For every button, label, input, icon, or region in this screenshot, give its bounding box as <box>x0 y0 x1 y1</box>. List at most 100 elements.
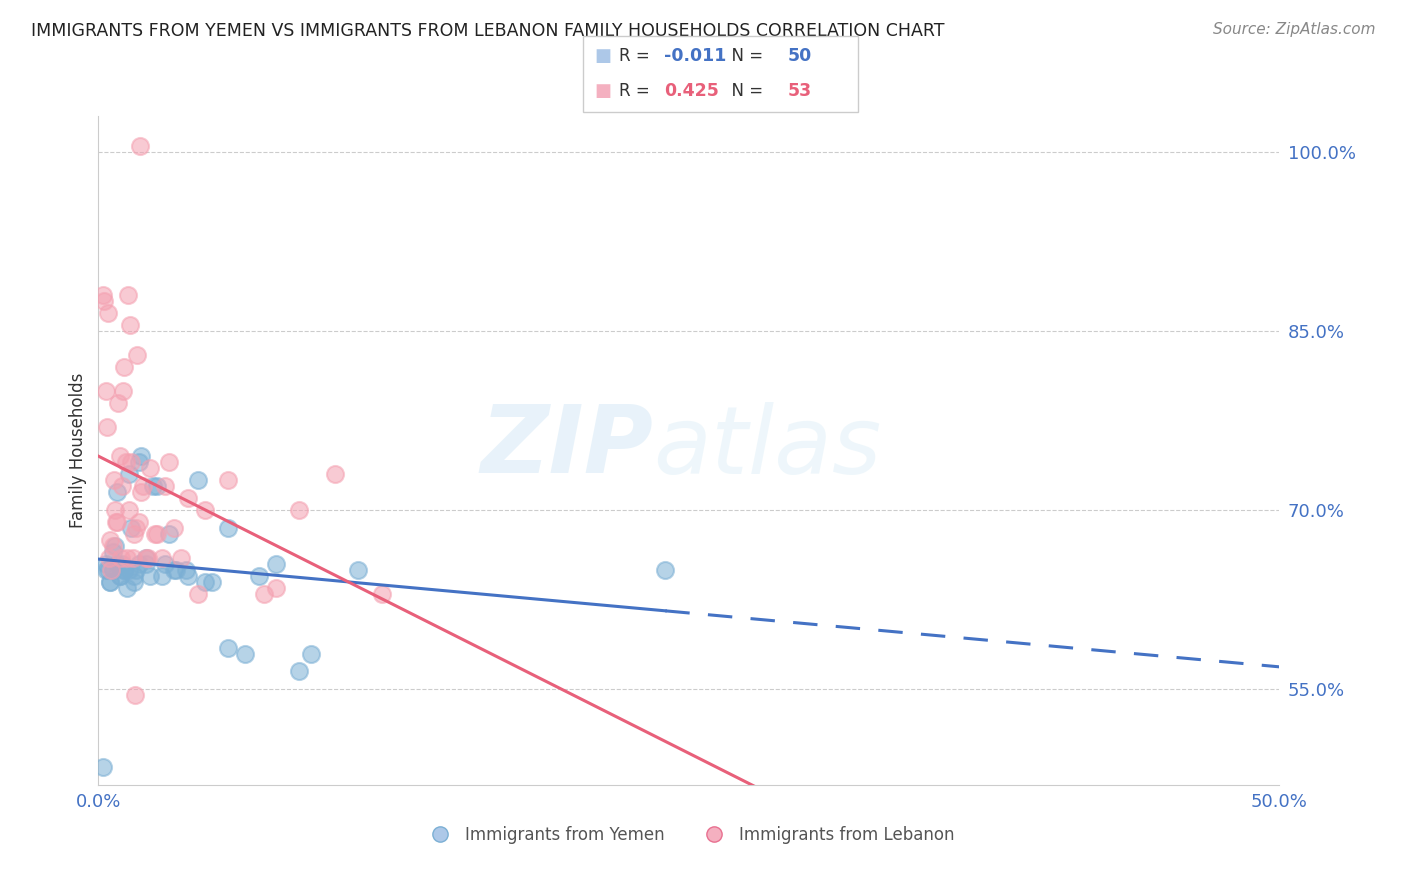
Point <box>143 527 166 541</box>
Point <box>157 455 180 469</box>
Point <box>217 473 239 487</box>
Point <box>108 569 131 583</box>
Point <box>128 455 150 469</box>
Legend: Immigrants from Yemen, Immigrants from Lebanon: Immigrants from Yemen, Immigrants from L… <box>416 819 962 850</box>
Text: IMMIGRANTS FROM YEMEN VS IMMIGRANTS FROM LEBANON FAMILY HOUSEHOLDS CORRELATION C: IMMIGRANTS FROM YEMEN VS IMMIGRANTS FROM… <box>31 22 945 40</box>
Point <box>122 574 145 589</box>
Point <box>170 551 193 566</box>
Point <box>264 557 287 571</box>
Point <box>194 503 217 517</box>
Point <box>105 557 128 571</box>
Point <box>139 461 162 475</box>
Point <box>163 521 186 535</box>
Text: -0.011: -0.011 <box>664 47 725 65</box>
Point <box>128 138 150 153</box>
Point <box>104 539 127 553</box>
Point <box>157 527 180 541</box>
Point <box>177 491 200 506</box>
Point <box>98 533 121 547</box>
Text: R =: R = <box>619 47 655 65</box>
Point <box>93 294 115 309</box>
Point <box>118 467 141 482</box>
Point <box>112 384 135 398</box>
Point <box>107 395 129 409</box>
Point <box>299 647 322 661</box>
Point <box>264 581 287 595</box>
Text: 53: 53 <box>787 82 811 100</box>
Point <box>132 479 155 493</box>
Point <box>94 563 117 577</box>
Point <box>217 521 239 535</box>
Point <box>115 581 138 595</box>
Point <box>97 563 120 577</box>
Point <box>288 503 311 517</box>
Point <box>101 563 124 577</box>
Point <box>165 563 187 577</box>
Point <box>174 563 197 577</box>
Point <box>142 479 165 493</box>
Point <box>122 569 145 583</box>
Point <box>105 515 128 529</box>
Point <box>110 551 132 566</box>
Point <box>105 515 128 529</box>
Point <box>114 455 136 469</box>
Point <box>121 521 143 535</box>
Text: N =: N = <box>721 47 769 65</box>
Point <box>136 551 159 566</box>
Point <box>187 473 209 487</box>
Point <box>128 515 150 529</box>
Point <box>150 551 173 566</box>
Point <box>112 563 135 577</box>
Text: 0.425: 0.425 <box>664 82 718 100</box>
Point <box>97 306 120 320</box>
Point <box>125 521 148 535</box>
Point <box>112 563 135 577</box>
Point <box>139 569 162 583</box>
Point <box>371 587 394 601</box>
Point <box>105 485 128 500</box>
Point <box>108 450 131 464</box>
Point <box>347 563 370 577</box>
Point <box>217 640 239 655</box>
Text: ■: ■ <box>595 82 612 100</box>
Point <box>111 479 134 493</box>
Point <box>108 569 131 583</box>
Point <box>233 647 256 661</box>
Point <box>91 760 114 774</box>
Point <box>323 467 346 482</box>
Point <box>103 473 125 487</box>
Point <box>118 563 141 577</box>
Point <box>120 318 142 332</box>
Point <box>115 551 138 566</box>
Text: N =: N = <box>721 82 769 100</box>
Text: 50: 50 <box>787 47 811 65</box>
Point <box>153 557 176 571</box>
Point <box>104 503 127 517</box>
Point <box>100 563 122 577</box>
Point <box>111 557 134 571</box>
Point <box>135 557 157 571</box>
Point <box>187 587 209 601</box>
Point <box>127 348 149 362</box>
Point <box>112 359 135 374</box>
Point <box>121 551 143 566</box>
Point <box>201 574 224 589</box>
Text: Source: ZipAtlas.com: Source: ZipAtlas.com <box>1212 22 1375 37</box>
Y-axis label: Family Households: Family Households <box>69 373 87 528</box>
Point <box>194 574 217 589</box>
Point <box>122 527 145 541</box>
Point <box>288 665 311 679</box>
Point <box>118 503 141 517</box>
Point <box>146 527 169 541</box>
Point <box>91 288 114 302</box>
Point <box>94 384 117 398</box>
Point <box>247 569 270 583</box>
Point <box>117 288 139 302</box>
Point <box>98 574 121 589</box>
Point <box>253 587 276 601</box>
Point <box>101 545 124 559</box>
Point <box>98 551 121 566</box>
Point <box>146 479 169 493</box>
Point <box>129 485 152 500</box>
Point <box>94 557 117 571</box>
